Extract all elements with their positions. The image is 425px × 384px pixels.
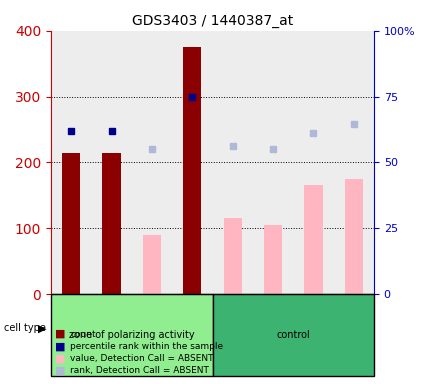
Bar: [264, 225, 282, 294]
Bar: [345, 179, 363, 294]
Bar: [253, 31, 293, 294]
Title: GDS3403 / 1440387_at: GDS3403 / 1440387_at: [132, 14, 293, 28]
Text: percentile rank within the sample: percentile rank within the sample: [70, 342, 223, 351]
Text: ■: ■: [55, 354, 66, 364]
Bar: [183, 47, 201, 294]
Bar: [334, 31, 374, 294]
Bar: [51, 31, 91, 294]
Text: count: count: [70, 329, 96, 339]
Text: control: control: [276, 330, 310, 340]
Bar: [293, 31, 334, 294]
Text: value, Detection Call = ABSENT: value, Detection Call = ABSENT: [70, 354, 214, 363]
Text: ▶: ▶: [38, 323, 47, 333]
Bar: [172, 31, 212, 294]
FancyBboxPatch shape: [212, 294, 374, 376]
Text: zone of polarizing activity: zone of polarizing activity: [69, 330, 195, 340]
Bar: [91, 31, 132, 294]
Text: rank, Detection Call = ABSENT: rank, Detection Call = ABSENT: [70, 366, 209, 376]
Bar: [132, 31, 172, 294]
Text: ■: ■: [55, 366, 66, 376]
Bar: [102, 152, 121, 294]
Text: cell type: cell type: [4, 323, 46, 333]
Bar: [224, 218, 242, 294]
FancyBboxPatch shape: [51, 294, 212, 376]
Text: ■: ■: [55, 329, 66, 339]
Bar: [212, 31, 253, 294]
Bar: [143, 235, 161, 294]
Text: ■: ■: [55, 341, 66, 351]
Bar: [62, 152, 80, 294]
Bar: [304, 185, 323, 294]
